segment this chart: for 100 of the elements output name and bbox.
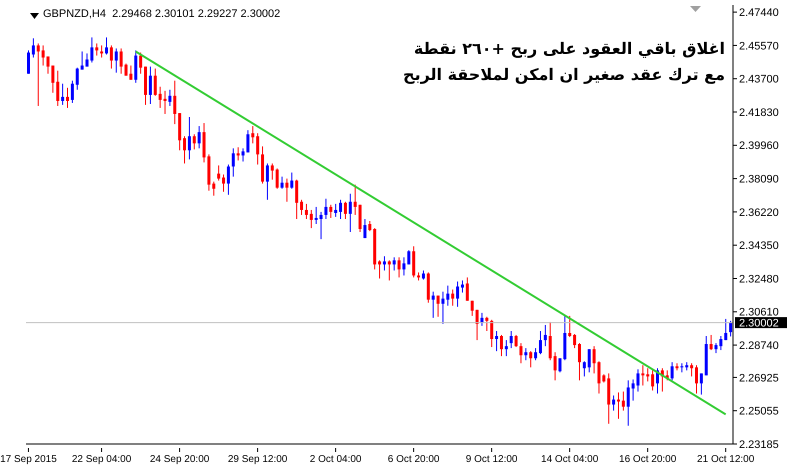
candlestick — [398, 256, 401, 278]
candlestick — [304, 203, 308, 220]
candlestick — [334, 203, 338, 218]
candlestick — [714, 342, 718, 354]
y-tick-label: 2.45570 — [739, 40, 779, 52]
candlestick — [470, 300, 474, 316]
candlestick — [212, 181, 216, 196]
candlestick — [320, 211, 323, 240]
candlestick — [524, 348, 528, 361]
candlestick — [446, 285, 450, 306]
candlestick — [236, 146, 240, 161]
x-tick-label: 2 Oct 04:00 — [310, 454, 362, 465]
candlestick — [612, 394, 616, 412]
y-tick-label: 2.26925 — [739, 372, 779, 384]
candlestick — [490, 319, 494, 348]
candlestick — [694, 364, 698, 394]
y-tick-label: 2.41830 — [739, 106, 779, 119]
candlestick — [164, 90, 167, 114]
candlestick — [451, 289, 454, 306]
candlestick — [500, 334, 503, 357]
candlestick — [354, 184, 357, 216]
candlestick — [573, 334, 576, 349]
candlestick — [651, 370, 654, 391]
candlestick — [558, 358, 562, 373]
candlestick — [519, 342, 522, 364]
candlestick — [670, 362, 674, 381]
candlestick — [61, 83, 64, 106]
candlestick — [514, 334, 518, 348]
annotation: اغلاق باقي العقود على ربح +٢٦٠ نقطة — [412, 38, 725, 60]
candlestick — [290, 172, 294, 190]
candlestick — [226, 164, 230, 196]
candlestick — [436, 295, 440, 318]
candlestick — [70, 80, 74, 104]
candlestick — [114, 48, 118, 74]
candlestick — [242, 148, 245, 162]
candlestick — [222, 174, 226, 192]
candlestick — [32, 38, 35, 58]
candlestick — [344, 201, 347, 220]
candlestick — [632, 378, 635, 402]
candlestick — [188, 116, 191, 160]
y-tick-label: 2.23185 — [739, 438, 779, 451]
candlestick — [554, 352, 557, 381]
candlestick — [129, 65, 132, 80]
ref-line-label: 2.30002 — [739, 318, 779, 330]
y-tick-label: 2.36220 — [739, 206, 779, 219]
candlestick — [363, 218, 366, 239]
y-tick-label: 2.30610 — [739, 306, 779, 319]
candlestick — [285, 178, 288, 202]
candlestick — [139, 52, 142, 74]
candlestick — [616, 392, 620, 420]
candlestick — [422, 270, 425, 280]
candlestick — [432, 291, 435, 318]
candlestick — [534, 348, 538, 361]
x-tick-label: 21 Oct 12:00 — [697, 454, 755, 465]
candlestick — [348, 193, 352, 233]
candlestick — [402, 256, 406, 276]
candlestick — [510, 330, 513, 349]
candlestick — [329, 204, 332, 218]
candlestick — [729, 320, 732, 337]
candlestick — [192, 134, 196, 150]
y-tick-label: 2.43700 — [739, 74, 779, 86]
candlestick — [529, 350, 532, 368]
candlestick — [407, 250, 410, 265]
candlestick — [120, 48, 123, 74]
candlestick — [388, 260, 391, 281]
candlestick — [300, 199, 304, 216]
y-tick-label: 2.25055 — [739, 406, 779, 418]
candlestick — [690, 362, 694, 377]
candlestick — [232, 148, 235, 178]
candlestick — [280, 176, 284, 190]
candlestick — [466, 276, 469, 302]
x-tick-label: 6 Oct 20:00 — [388, 454, 440, 465]
x-tick-label: 22 Sep 04:00 — [72, 454, 132, 465]
candlestick — [710, 334, 713, 351]
candlestick — [266, 162, 269, 200]
candlestick — [392, 256, 396, 271]
y-tick-label: 2.39960 — [739, 140, 779, 152]
candlestick — [110, 44, 113, 70]
x-tick-label: 14 Oct 04:00 — [541, 454, 599, 465]
candlestick — [217, 164, 220, 182]
candlestick — [124, 63, 128, 76]
y-tick-label: 2.47440 — [739, 7, 779, 20]
y-tick-label: 2.28740 — [739, 340, 779, 352]
annotation: مع ترك عقد صغير ان امكن لملاحقة الربح — [403, 64, 725, 86]
candlestick — [578, 342, 581, 381]
candlestick — [183, 136, 186, 164]
candlestick — [46, 56, 50, 74]
candlestick — [548, 321, 552, 361]
candlestick — [544, 324, 547, 347]
candlestick — [86, 52, 89, 68]
candlestick — [27, 50, 30, 74]
candlestick — [538, 330, 542, 355]
candlestick — [148, 66, 152, 104]
candlestick — [378, 260, 382, 279]
candlestick — [51, 65, 54, 94]
candlestick — [441, 291, 444, 324]
y-tick-label: 2.32480 — [739, 273, 779, 286]
y-tick-label: 2.34350 — [739, 240, 779, 252]
candlestick — [314, 206, 318, 225]
candlestick — [105, 36, 108, 55]
